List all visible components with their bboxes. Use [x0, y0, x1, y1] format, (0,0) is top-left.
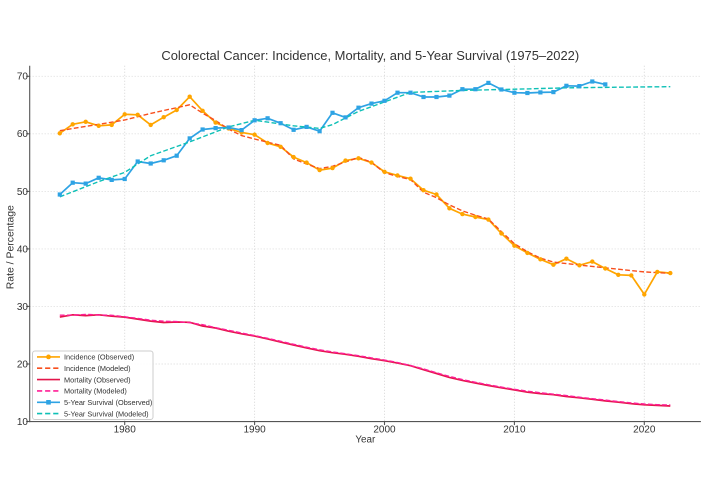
- svg-text:60: 60: [17, 129, 29, 140]
- svg-text:70: 70: [17, 72, 29, 83]
- svg-text:20: 20: [17, 359, 29, 370]
- svg-text:Incidence (Observed): Incidence (Observed): [64, 353, 134, 362]
- svg-text:Rate / Percentage: Rate / Percentage: [5, 205, 16, 289]
- svg-text:2010: 2010: [503, 424, 526, 435]
- svg-text:5-Year Survival (Modeled): 5-Year Survival (Modeled): [64, 409, 149, 418]
- svg-text:10: 10: [17, 417, 29, 428]
- svg-text:2020: 2020: [633, 424, 656, 435]
- svg-text:40: 40: [17, 244, 29, 255]
- svg-text:Mortality (Observed): Mortality (Observed): [64, 375, 131, 384]
- svg-text:Colorectal Cancer: Incidence,: Colorectal Cancer: Incidence, Mortality,…: [161, 48, 579, 63]
- svg-text:Incidence (Modeled): Incidence (Modeled): [64, 364, 131, 373]
- svg-text:50: 50: [17, 187, 29, 198]
- svg-text:5-Year Survival (Observed): 5-Year Survival (Observed): [64, 398, 152, 407]
- svg-text:30: 30: [17, 302, 29, 313]
- svg-text:2000: 2000: [373, 424, 396, 435]
- svg-text:Mortality (Modeled): Mortality (Modeled): [64, 387, 127, 396]
- svg-text:1990: 1990: [243, 424, 266, 435]
- svg-text:1980: 1980: [114, 424, 137, 435]
- svg-text:Year: Year: [355, 435, 376, 446]
